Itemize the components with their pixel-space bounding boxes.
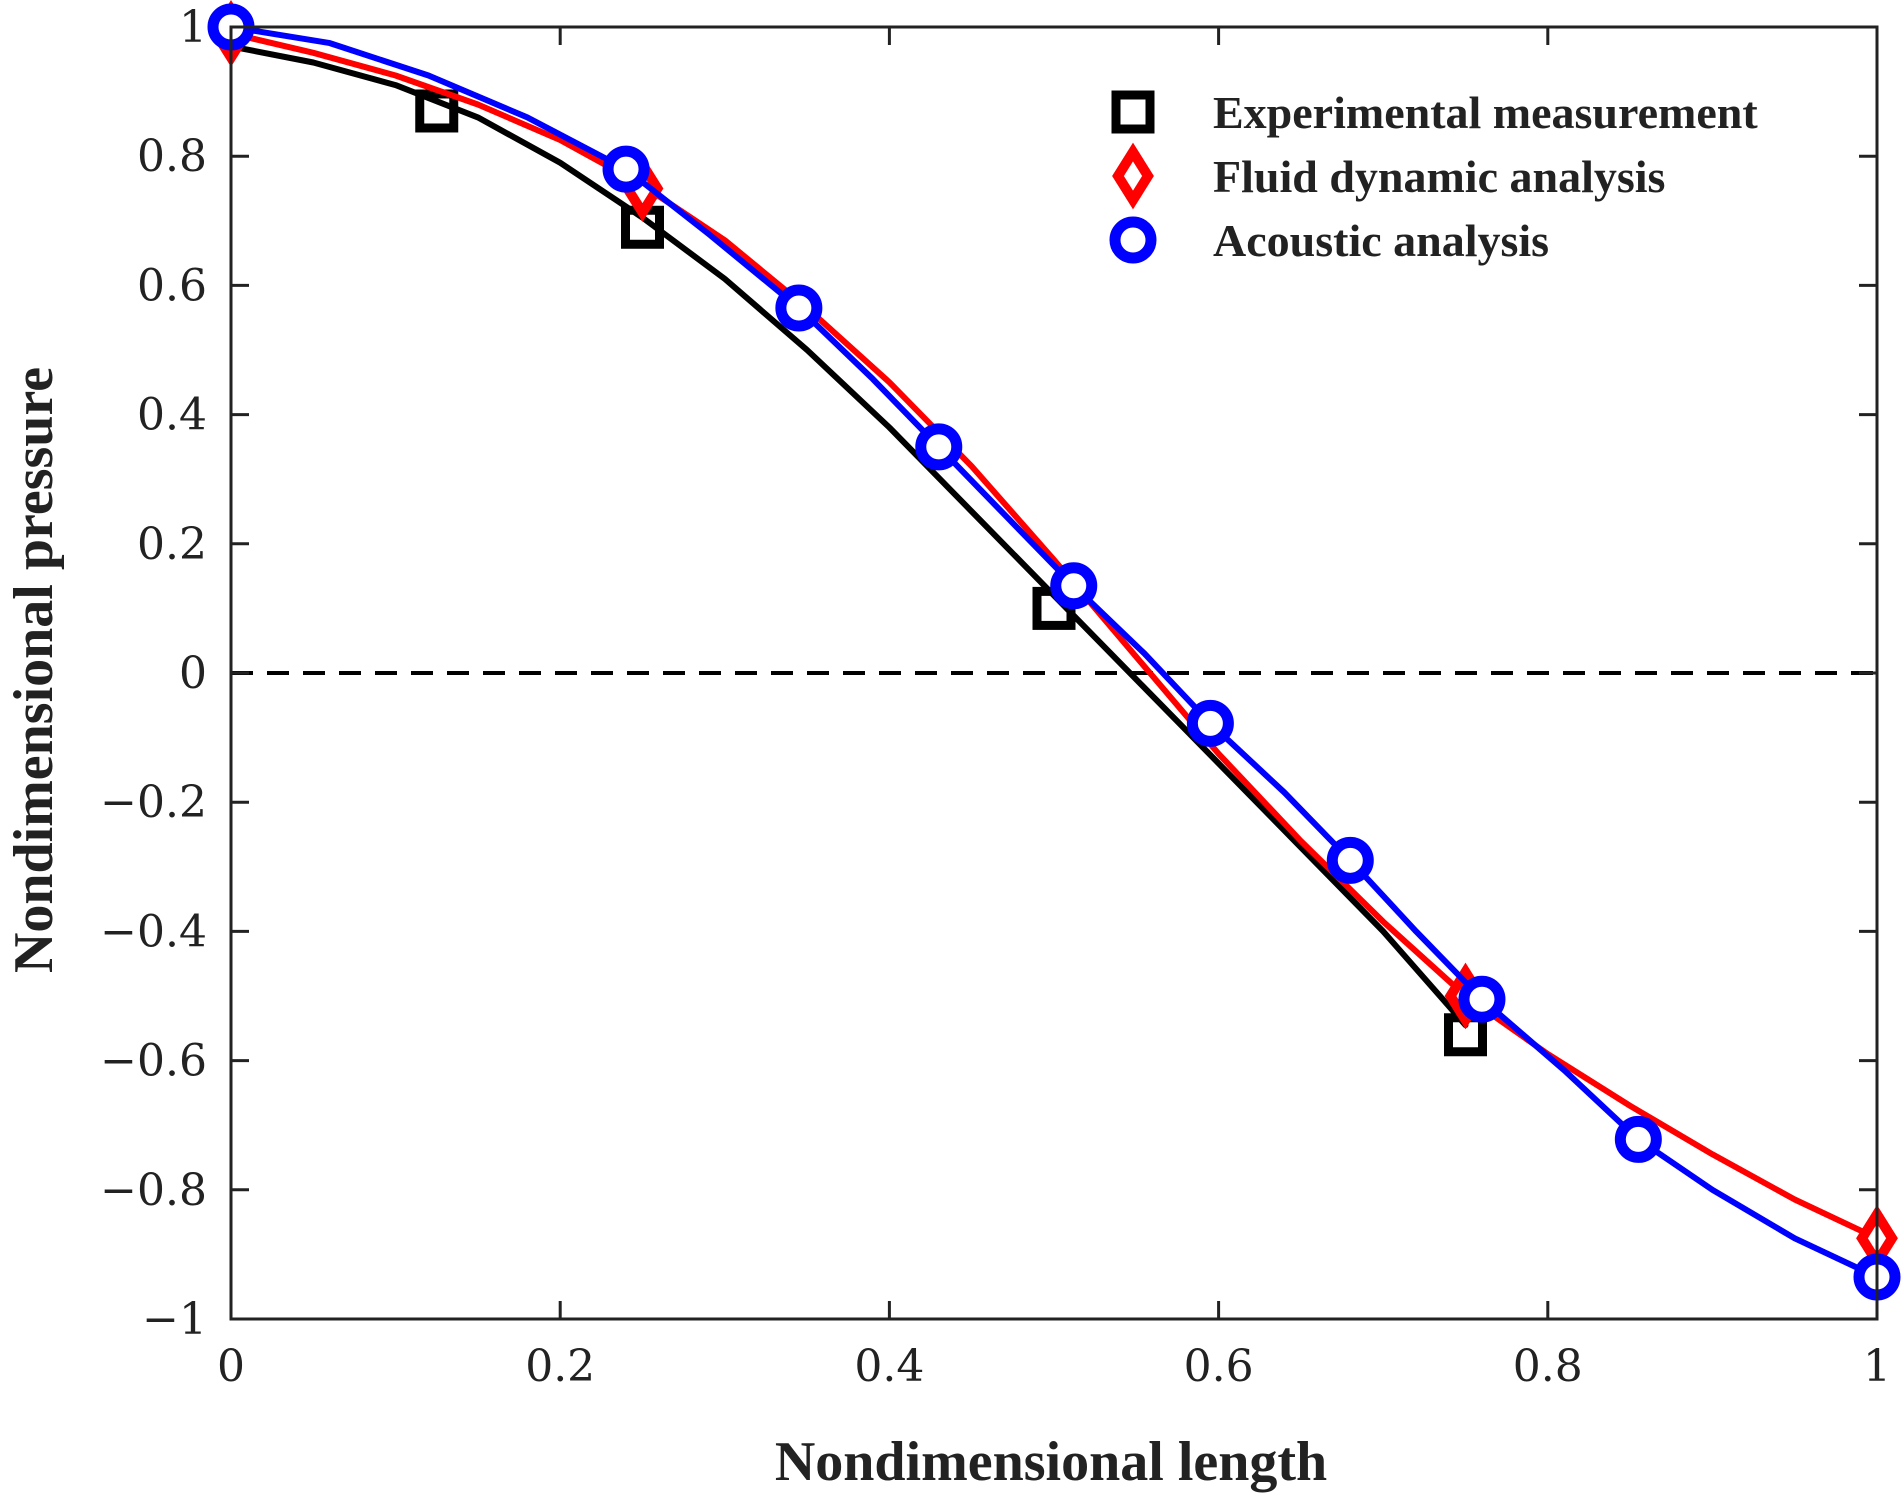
y-tick-label: 0.6 — [137, 260, 207, 311]
acoustic-series — [207, 3, 1901, 1301]
y-tick-label: 0.2 — [137, 519, 207, 570]
acoustic-marker — [915, 423, 963, 471]
y-tick-label: −1 — [142, 1294, 207, 1345]
x-tick-label: 0.4 — [854, 1341, 924, 1392]
legend-marker-fluid-dynamic — [1112, 142, 1154, 210]
x-tick-label: 0.2 — [525, 1341, 595, 1392]
y-tick-label: −0.2 — [100, 777, 207, 828]
legend-marker-experimental — [1111, 90, 1155, 134]
y-axis-title: Nondimensional pressure — [3, 367, 65, 973]
legend-label-experimental: Experimental measurement — [1213, 87, 1758, 138]
y-tick-label: −0.4 — [100, 906, 207, 957]
legend-item-experimental: Experimental measurement — [1111, 87, 1758, 138]
acoustic-marker — [1186, 699, 1234, 747]
x-tick-label: 0 — [217, 1341, 245, 1392]
acoustic-marker — [1326, 836, 1374, 884]
y-tick-label: −0.8 — [100, 1165, 207, 1216]
experimental-line — [228, 43, 1469, 1029]
axes-layer: 0 0.2 0.4 0.6 0.8 1 −1 −0.8 −0.6 −0.4 −0.2 0 0.2 0.4 0… — [100, 2, 1891, 1392]
y-tick-label: −0.6 — [100, 1036, 207, 1087]
legend-marker-acoustic — [1109, 216, 1157, 264]
legend-label-fluid-dynamic: Fluid dynamic analysis — [1213, 151, 1665, 202]
legend: Experimental measurement Fluid dynamic an… — [1109, 87, 1758, 266]
fluid-dynamic-line — [228, 30, 1880, 1242]
acoustic-marker — [775, 284, 823, 332]
legend-label-acoustic: Acoustic analysis — [1213, 215, 1549, 266]
x-tick-label: 0.6 — [1184, 1341, 1254, 1392]
x-tick-label: 1 — [1863, 1341, 1891, 1392]
legend-item-acoustic: Acoustic analysis — [1109, 215, 1549, 266]
legend-item-fluid-dynamic: Fluid dynamic analysis — [1112, 142, 1665, 210]
series-layer — [207, 0, 1901, 1301]
acoustic-marker — [1614, 1115, 1662, 1163]
acoustic-marker — [602, 145, 650, 193]
y-tick-label: 1 — [179, 2, 207, 53]
experimental-marker — [415, 89, 459, 133]
y-tick-label: 0.8 — [137, 131, 207, 182]
x-tick-label: 0.8 — [1513, 1341, 1583, 1392]
acoustic-marker — [1050, 562, 1098, 610]
x-axis-title: Nondimensional length — [775, 1431, 1327, 1493]
y-tick-label: 0.4 — [137, 390, 207, 441]
y-tick-label: 0 — [179, 648, 207, 699]
acoustic-line — [228, 24, 1880, 1280]
acoustic-marker — [1458, 975, 1506, 1023]
